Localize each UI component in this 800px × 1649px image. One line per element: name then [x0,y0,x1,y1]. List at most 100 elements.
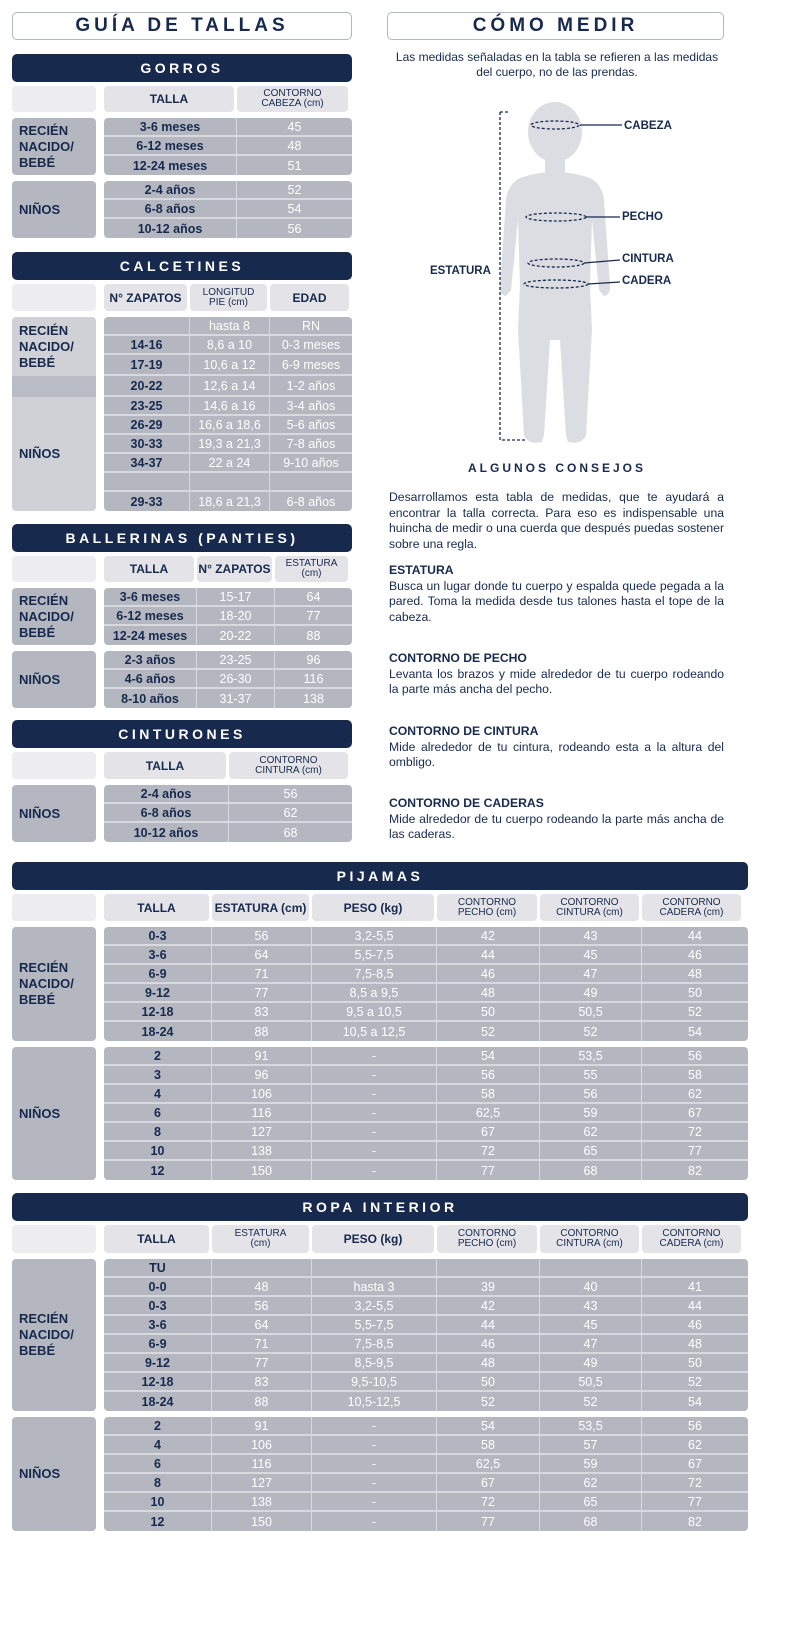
table-row: 2 91-54 53,5 56 [104,1417,748,1436]
value-cell: 77 [212,1354,312,1371]
value-cell: 48 [437,1354,540,1371]
size-cell: 12-18 [104,1373,212,1390]
value-cell: 88 [212,1392,312,1411]
column-header: CONTORNO CINTURA (cm) [540,1225,639,1253]
size-cell: 9-12 [104,1354,212,1371]
value-cell: 45 [287,119,302,134]
size-cell: 14-16 [104,336,190,353]
header-row: TALLA ESTATURA (cm) PESO (kg) CONTORNO PECH… [12,894,748,921]
size-cell [104,317,190,334]
value-cell: 12,6 a 14 [190,376,270,395]
tip-text: Levanta los brazos y mide alrededor de t… [389,666,724,697]
size-cell: 4 [104,1436,212,1453]
row-group: RECIÉN NACIDO/ BEBÉ hasta 8 RN 14-16 8,6 a 1… [12,317,352,376]
group-body: 3-6 meses 45 6-12 meses 48 12-24 meses 51 [104,118,352,175]
table-row: 6-12 meses 18-20 77 [104,607,352,626]
group-body: 2-4 años 56 6-8 años 62 10-12 años 68 [104,785,352,842]
cabeza-label: CABEZA [624,120,672,132]
table-row: 0-3 56 3,2-5,5 42 43 44 [104,1297,748,1316]
size-cell: 17-19 [104,355,190,374]
value-cell: 150 [212,1512,312,1531]
value-cell: 48 [437,984,540,1001]
header-empty-cell [12,894,96,921]
value-cell: 20-22 [197,626,275,645]
table-row: 10 138-72 65 77 [104,1142,748,1161]
value-cell: 65 [540,1493,642,1510]
value-cell: 82 [688,1163,702,1178]
size-cell: 6 [104,1104,212,1121]
value-cell: 62 [688,1437,702,1452]
value-cell: 22 a 24 [190,454,270,471]
value-cell: 62,5 [437,1455,540,1472]
table-row: 4 106-58 57 62 [104,1436,748,1455]
value-cell: 77 [437,1512,540,1531]
size-cell: 2-4 años [104,181,237,198]
value-cell: - [312,1436,437,1453]
value-cell: 56 [688,1418,702,1433]
size-cell: 2-4 años [104,785,229,802]
size-cell: 6-9 [104,1335,212,1352]
value-cell: 3,2-5,5 [312,1297,437,1314]
consejos-intro: Desarrollamos esta tabla de medidas, que… [389,490,724,551]
value-cell: 9-10 años [283,455,339,470]
value-cell: - [312,1047,437,1064]
size-cell: 6-12 meses [104,607,197,624]
value-cell: 26-30 [197,670,275,687]
gorros-table: GORROS TALLA CONTORNO CABEZA (cm) RECIÉN NA… [12,54,352,244]
value-cell [312,1259,437,1276]
column-header: N° ZAPATOS [197,556,272,582]
table-row: 2-3 años 23-25 96 [104,651,352,670]
table-row: 17-19 10,6 a 12 6-9 meses [104,355,352,374]
size-cell: 12-24 meses [104,626,197,645]
column-header: TALLA [104,894,209,921]
group-body: 2 91-54 53,5 56 4 106-58 57 62 6 116-62,5 59 67 8 127… [104,1417,748,1531]
group-label: RECIÉN NACIDO/ BEBÉ [12,1259,96,1411]
value-cell: - [312,1142,437,1159]
value-cell: 77 [688,1143,702,1158]
value-cell: 56 [437,1066,540,1083]
value-cell: 96 [306,652,321,667]
size-cell: 3 [104,1066,212,1083]
size-cell: 2 [104,1417,212,1434]
value-cell: 62 [540,1123,642,1140]
table-row: 30-33 19,3 a 21,3 7-8 años [104,435,352,454]
header-empty-cell [12,752,96,779]
cinturones-table: CINTURONES TALLA CONTORNO CINTURA (cm) NIÑO… [12,720,352,848]
value-cell: 7,5-8,5 [312,1335,437,1352]
size-cell: 3-6 [104,1316,212,1333]
value-cell: 62,5 [437,1104,540,1121]
value-cell: 58 [437,1436,540,1453]
value-cell: 39 [437,1278,540,1295]
value-cell: 8,5 a 9,5 [312,984,437,1001]
group-label: RECIÉN NACIDO/ BEBÉ [12,317,96,376]
value-cell: - [312,1104,437,1121]
value-cell: 50 [437,1373,540,1390]
value-cell: - [312,1474,437,1491]
group-body: 3-6 meses 15-17 64 6-12 meses 18-20 77 12-24 m… [104,588,352,645]
table-title: CINTURONES [12,720,352,748]
value-cell: - [312,1085,437,1102]
group-label: NIÑOS [12,651,96,708]
size-cell: 8-10 años [104,689,197,708]
value-cell: 91 [212,1417,312,1434]
value-cell: 77 [212,984,312,1001]
value-cell: 56 [540,1085,642,1102]
value-cell: hasta 3 [312,1278,437,1295]
tip-pecho: CONTORNO DE PECHO Levanta los brazos y mi… [389,651,724,698]
column-header: PESO (kg) [312,1225,434,1253]
cintura-label: CINTURA [622,253,674,265]
size-cell: 34-37 [104,454,190,471]
value-cell: - [312,1066,437,1083]
value-cell: hasta 8 [190,317,270,334]
value-cell: 51 [287,158,302,173]
column-header: TALLA [104,556,194,582]
table-row: 2 91-54 53,5 56 [104,1047,748,1066]
size-cell: TU [104,1259,212,1276]
value-cell: 9,5-10,5 [312,1373,437,1390]
value-cell: 150 [212,1161,312,1180]
value-cell: 56 [283,786,298,801]
value-cell: 44 [688,1298,702,1313]
value-cell: 64 [212,946,312,963]
value-cell: 0-3 meses [281,337,341,352]
value-cell: 62 [540,1474,642,1491]
